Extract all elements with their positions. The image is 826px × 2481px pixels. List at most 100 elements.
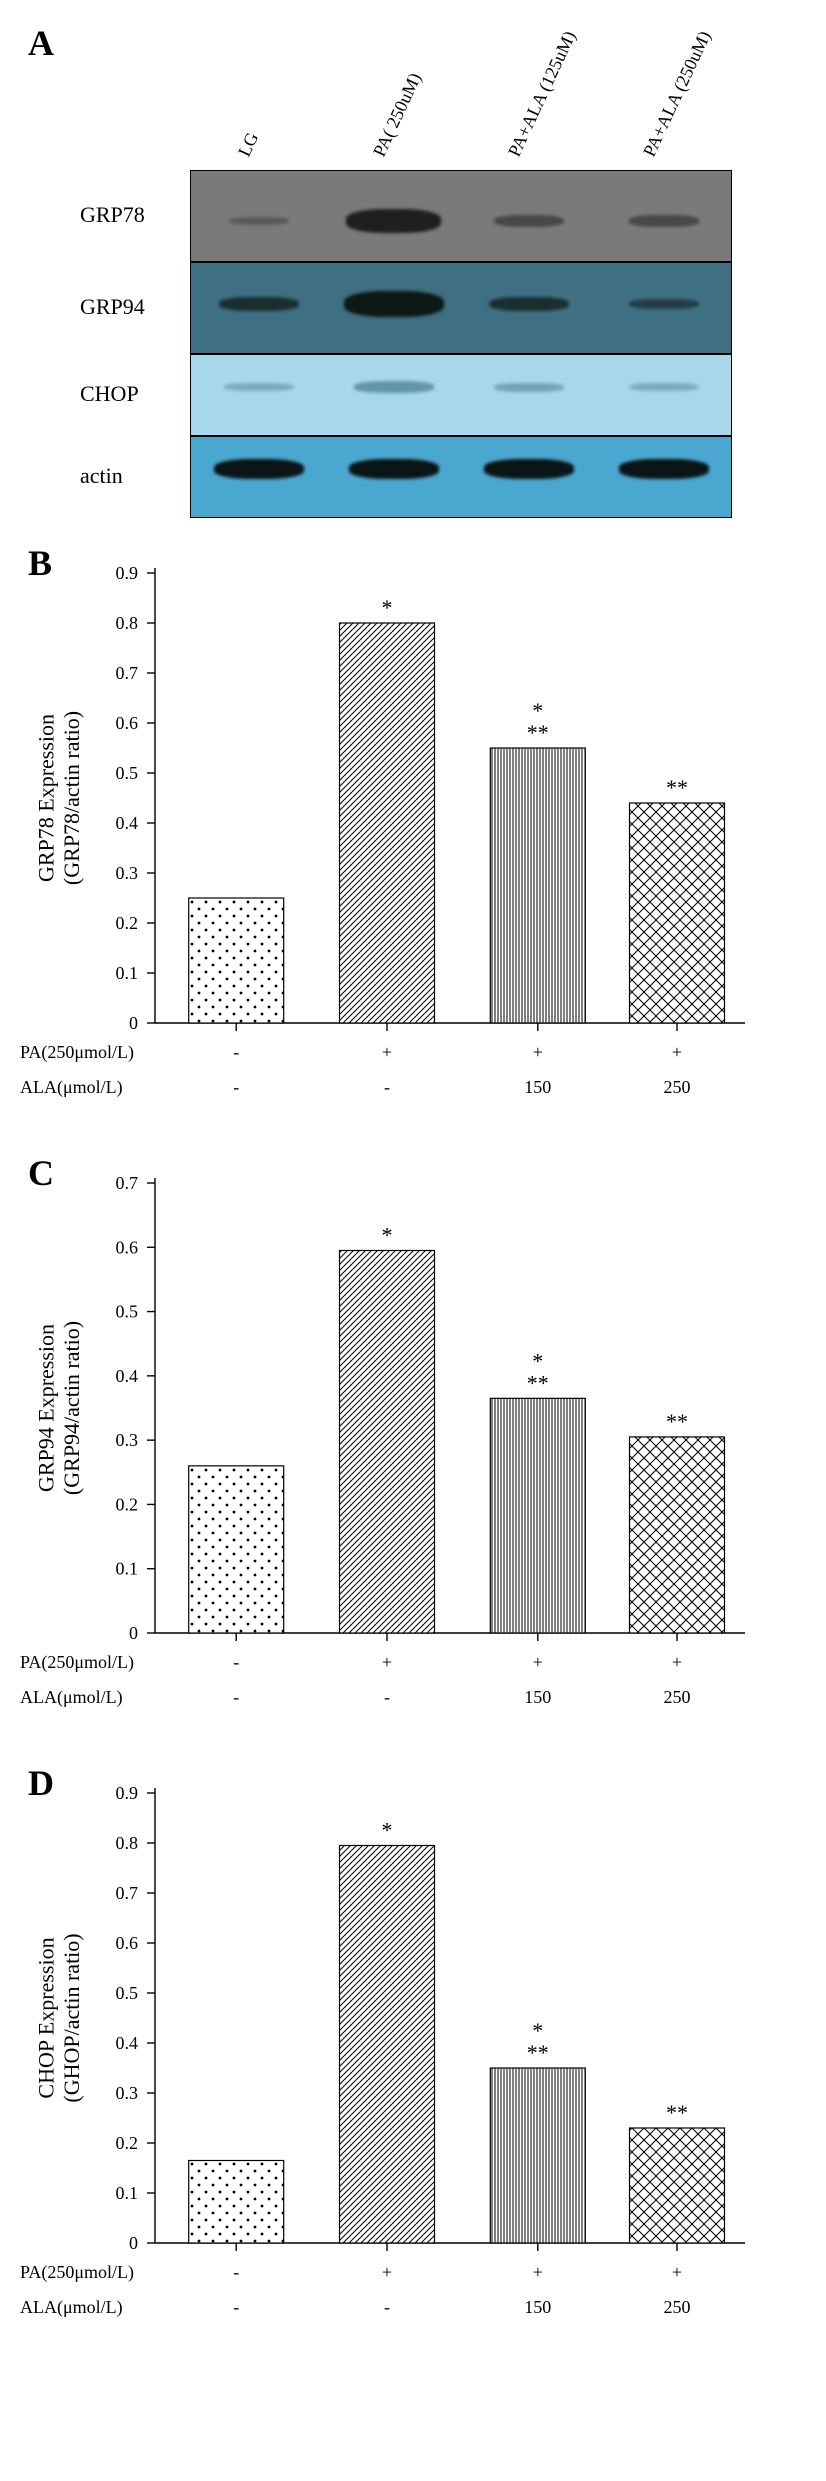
y-tick-label: 0 xyxy=(129,2233,138,2253)
bar xyxy=(630,1437,725,1633)
treatment-value: + xyxy=(672,2262,682,2282)
blot-band xyxy=(489,297,569,311)
treatment-row-label: ALA(μmol/L) xyxy=(20,1687,123,1708)
blot-band xyxy=(224,383,294,391)
blot-lane-labels: LGPA( 250uM)PA+ALA (125uM)PA+ALA (250uM) xyxy=(190,20,730,170)
treatment-value: - xyxy=(233,1652,239,1672)
treatment-value: - xyxy=(233,1077,239,1097)
bar xyxy=(630,803,725,1023)
treatment-value: - xyxy=(384,2297,390,2317)
blot-lane-label: PA+ALA (250uM) xyxy=(638,28,715,160)
y-tick-label: 0.4 xyxy=(116,1366,139,1386)
significance-mark: ** xyxy=(666,1409,688,1434)
panel-d: D 00.10.20.30.40.50.60.70.80.9CHOP Expre… xyxy=(20,1768,806,2368)
bar xyxy=(630,2128,725,2243)
blot-row-label: CHOP xyxy=(80,381,139,407)
treatment-value: + xyxy=(382,1042,392,1062)
blot-band xyxy=(346,209,441,233)
y-tick-label: 0 xyxy=(129,1013,138,1033)
y-tick-label: 0.2 xyxy=(116,1494,139,1514)
chart-grp94: 00.10.20.30.40.50.60.7GRP94 Expression(G… xyxy=(20,1158,780,1758)
bar xyxy=(189,2161,284,2244)
y-tick-label: 0.1 xyxy=(116,963,139,983)
blot-row xyxy=(190,436,732,518)
blot-band xyxy=(494,383,564,392)
treatment-value: - xyxy=(233,2262,239,2282)
treatment-value: + xyxy=(533,1652,543,1672)
y-tick-label: 0.4 xyxy=(116,813,139,833)
blot-band xyxy=(619,459,709,479)
blot-row-label: GRP94 xyxy=(80,294,145,320)
chart-chop: 00.10.20.30.40.50.60.70.80.9CHOP Express… xyxy=(20,1768,780,2368)
y-tick-label: 0.7 xyxy=(116,1173,139,1193)
y-tick-label: 0.5 xyxy=(116,763,139,783)
bar xyxy=(340,1846,435,2244)
treatment-value: + xyxy=(382,1652,392,1672)
blot-row-label: GRP78 xyxy=(80,202,145,228)
bar xyxy=(490,1398,585,1633)
panel-a: A LGPA( 250uM)PA+ALA (125uM)PA+ALA (250u… xyxy=(20,20,806,538)
panel-b: B 00.10.20.30.40.50.60.70.80.9GRP78 Expr… xyxy=(20,548,806,1148)
blot-band xyxy=(629,299,699,309)
y-tick-label: 0.9 xyxy=(116,563,139,583)
panel-d-label: D xyxy=(28,1762,54,1804)
panel-a-label: A xyxy=(28,22,54,64)
treatment-value: - xyxy=(233,1687,239,1707)
panel-b-label: B xyxy=(28,542,52,584)
y-tick-label: 0.7 xyxy=(116,663,139,683)
treatment-value: - xyxy=(384,1077,390,1097)
blot-band xyxy=(214,459,304,479)
y-tick-label: 0.3 xyxy=(116,1430,139,1450)
significance-mark: ** xyxy=(527,1370,549,1395)
treatment-row-label: ALA(μmol/L) xyxy=(20,1077,123,1098)
y-tick-label: 0 xyxy=(129,1623,138,1643)
significance-mark: ** xyxy=(527,720,549,745)
y-tick-label: 0.9 xyxy=(116,1783,139,1803)
treatment-value: - xyxy=(233,1042,239,1062)
y-tick-label: 0.4 xyxy=(116,2033,139,2053)
treatment-value: + xyxy=(672,1042,682,1062)
figure: A LGPA( 250uM)PA+ALA (125uM)PA+ALA (250u… xyxy=(20,20,806,2368)
blot-band xyxy=(229,217,289,225)
blot-band xyxy=(494,215,564,227)
blot-band xyxy=(484,459,574,479)
treatment-value: 150 xyxy=(524,2297,551,2317)
y-tick-label: 0.6 xyxy=(116,1933,139,1953)
treatment-row-label: ALA(μmol/L) xyxy=(20,2297,123,2318)
blot-row-label: actin xyxy=(80,463,123,489)
blot-band xyxy=(629,215,699,227)
bar xyxy=(189,1466,284,1633)
treatment-value: - xyxy=(384,1687,390,1707)
y-tick-label: 0.7 xyxy=(116,1883,139,1903)
treatment-value: 150 xyxy=(524,1687,551,1707)
blot-row xyxy=(190,354,732,436)
y-tick-label: 0.8 xyxy=(116,613,139,633)
y-tick-label: 0.5 xyxy=(116,1983,139,2003)
y-tick-label: 0.1 xyxy=(116,2183,139,2203)
y-tick-label: 0.3 xyxy=(116,863,139,883)
treatment-value: 150 xyxy=(524,1077,551,1097)
treatment-row-label: PA(250μmol/L) xyxy=(20,1652,134,1673)
significance-mark: ** xyxy=(666,775,688,800)
treatment-value: + xyxy=(533,2262,543,2282)
panel-c-label: C xyxy=(28,1152,54,1194)
chart-grp78: 00.10.20.30.40.50.60.70.80.9GRP78 Expres… xyxy=(20,548,780,1148)
treatment-value: 250 xyxy=(664,2297,691,2317)
y-tick-label: 0.6 xyxy=(116,1237,139,1257)
treatment-value: - xyxy=(233,2297,239,2317)
blot-band xyxy=(354,381,434,393)
significance-mark: * xyxy=(382,595,393,620)
treatment-row-label: PA(250μmol/L) xyxy=(20,1042,134,1063)
treatment-value: + xyxy=(672,1652,682,1672)
significance-mark: * xyxy=(382,1223,393,1248)
blot-lane-label: LG xyxy=(233,129,262,160)
y-tick-label: 0.6 xyxy=(116,713,139,733)
bar xyxy=(490,748,585,1023)
blot-area xyxy=(190,170,730,518)
bar xyxy=(340,623,435,1023)
y-tick-label: 0.2 xyxy=(116,2133,139,2153)
panel-c: C 00.10.20.30.40.50.60.7GRP94 Expression… xyxy=(20,1158,806,1758)
blot-band xyxy=(349,459,439,479)
treatment-value: + xyxy=(533,1042,543,1062)
blot-lane-label: PA( 250uM) xyxy=(368,70,425,160)
